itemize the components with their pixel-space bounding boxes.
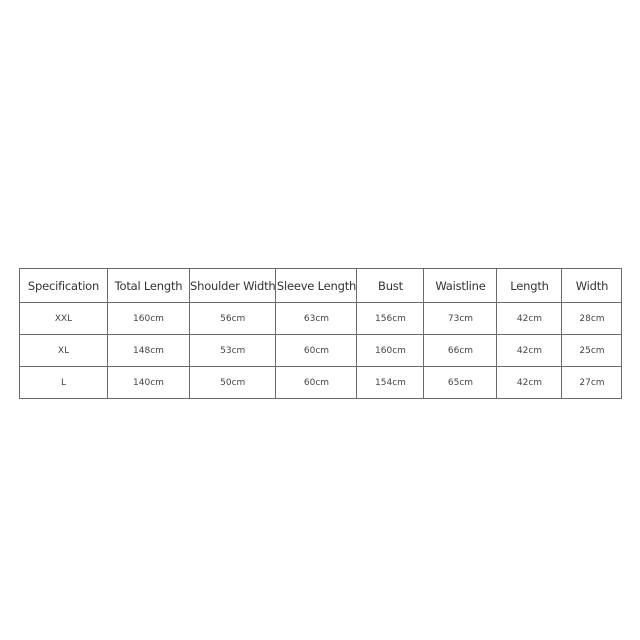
measurement-cell: 50cm (188, 366, 277, 399)
measurement-cell: 42cm (496, 334, 563, 367)
measurement-cell: 42cm (496, 366, 563, 399)
measurement-cell: 148cm (107, 334, 190, 367)
measurement-cell: 60cm (275, 334, 358, 367)
column-header: Bust (356, 268, 425, 303)
column-header: Shoulder Width (188, 268, 277, 303)
measurement-cell: 28cm (561, 302, 623, 335)
column-header: Waistline (423, 268, 498, 303)
measurement-cell: 25cm (561, 334, 623, 367)
column-header: Sleeve Length (275, 268, 358, 303)
column-header: Specification (19, 268, 108, 303)
measurement-cell: 63cm (275, 302, 358, 335)
measurement-cell: 42cm (496, 302, 563, 335)
measurement-cell: 53cm (188, 334, 277, 367)
measurement-cell: 66cm (423, 334, 498, 367)
size-label-cell: XL (19, 334, 108, 367)
column-header: Length (496, 268, 563, 303)
measurement-cell: 160cm (107, 302, 190, 335)
table-row: L 140cm 50cm 60cm 154cm 65cm 42cm 27cm (19, 366, 623, 399)
size-label-cell: L (19, 366, 108, 399)
measurement-cell: 60cm (275, 366, 358, 399)
measurement-cell: 73cm (423, 302, 498, 335)
measurement-cell: 27cm (561, 366, 623, 399)
measurement-cell: 56cm (188, 302, 277, 335)
size-chart-table: Specification Total Length Shoulder Width S… (19, 268, 623, 399)
measurement-cell: 65cm (423, 366, 498, 399)
measurement-cell: 154cm (356, 366, 425, 399)
measurement-cell: 160cm (356, 334, 425, 367)
table-row: XXL 160cm 56cm 63cm 156cm 73cm 42cm 28cm (19, 302, 623, 335)
size-label-cell: XXL (19, 302, 108, 335)
header-row: Specification Total Length Shoulder Width S… (19, 268, 623, 303)
measurement-cell: 156cm (356, 302, 425, 335)
table-row: XL 148cm 53cm 60cm 160cm 66cm 42cm 25cm (19, 334, 623, 367)
measurement-cell: 140cm (107, 366, 190, 399)
column-header: Width (561, 268, 623, 303)
column-header: Total Length (107, 268, 190, 303)
